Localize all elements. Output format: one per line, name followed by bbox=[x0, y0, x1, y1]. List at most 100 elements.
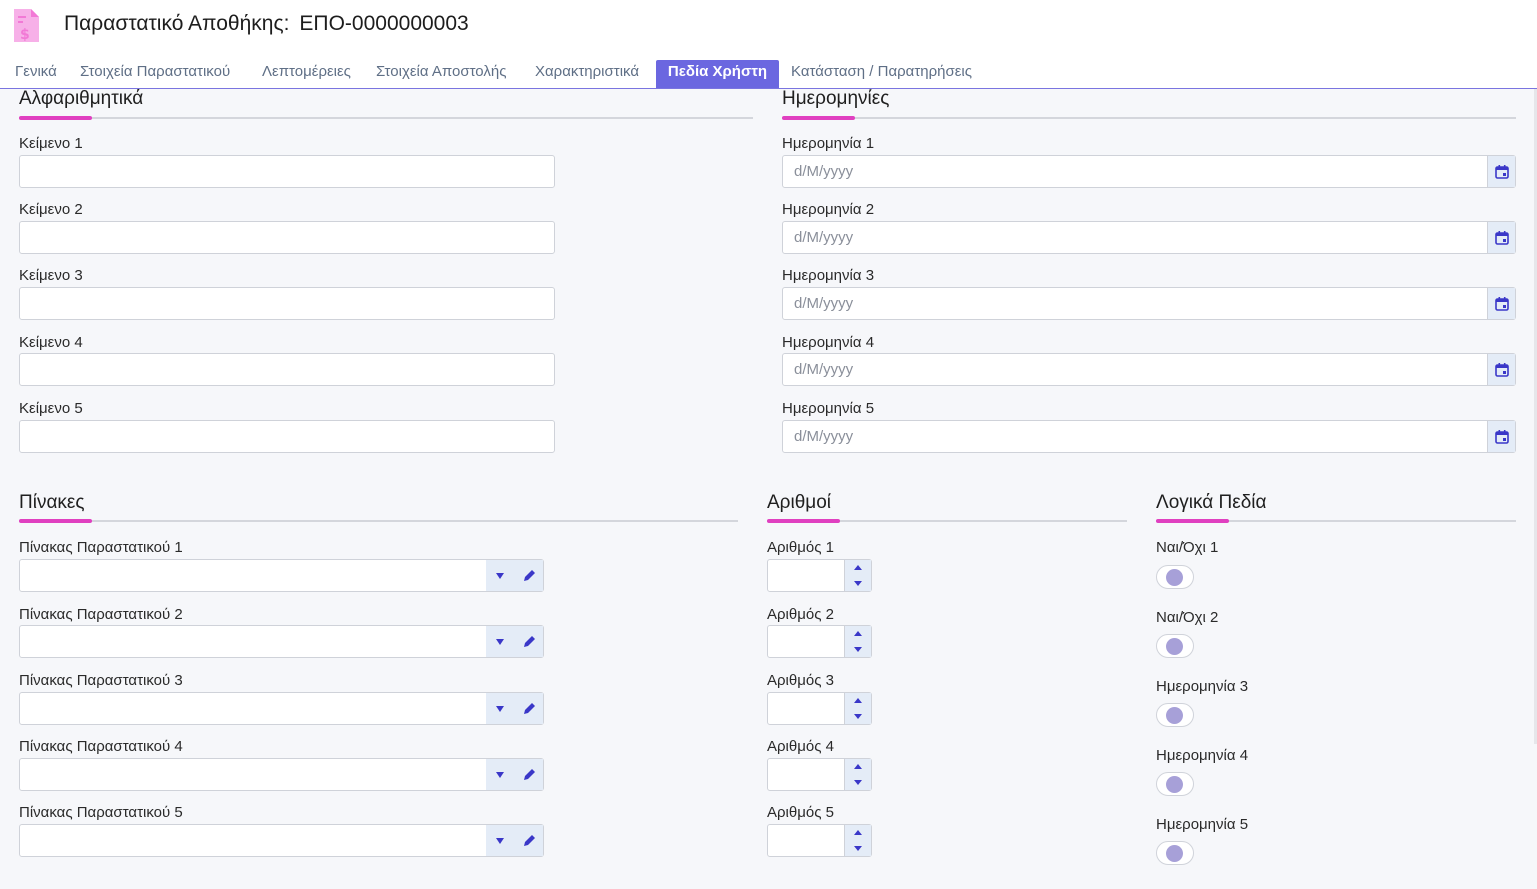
calendar-icon[interactable] bbox=[1487, 354, 1515, 385]
table-combo-3[interactable] bbox=[19, 692, 544, 725]
decrement-arrow-icon[interactable] bbox=[845, 841, 871, 856]
tab-bar: Γενικά Στοιχεία Παραστατικού Λεπτομέρειε… bbox=[0, 56, 1537, 89]
section-title-dates: Ημερομηνίες bbox=[782, 88, 890, 109]
section-divider bbox=[19, 116, 753, 120]
section-divider bbox=[19, 519, 738, 523]
field-label: Αριθμός 4 bbox=[767, 738, 834, 755]
date-placeholder: d/M/yyyy bbox=[794, 295, 854, 312]
tab-user-fields[interactable]: Πεδία Χρήστη bbox=[656, 60, 779, 88]
document-code: ΕΠΟ-0000000003 bbox=[299, 12, 469, 35]
tab-shipping-info[interactable]: Στοιχεία Αποστολής bbox=[376, 63, 507, 80]
toggle-switch-4[interactable] bbox=[1156, 772, 1194, 796]
section-divider bbox=[782, 116, 1516, 120]
decrement-arrow-icon[interactable] bbox=[845, 576, 871, 591]
field-label: Πίνακας Παραστατικού 2 bbox=[19, 606, 183, 623]
tab-status-notes[interactable]: Κατάσταση / Παρατηρήσεις bbox=[791, 63, 972, 80]
dropdown-arrow-icon[interactable] bbox=[486, 560, 515, 591]
page-header: $ Παραστατικό Αποθήκης: ΕΠΟ-0000000003 bbox=[0, 0, 1537, 56]
field-label: Κείμενο 1 bbox=[19, 135, 83, 152]
increment-arrow-icon[interactable] bbox=[845, 560, 871, 575]
field-label: Ναι/Όχι 1 bbox=[1156, 539, 1219, 556]
field-label: Πίνακας Παραστατικού 5 bbox=[19, 804, 183, 821]
table-combo-4[interactable] bbox=[19, 758, 544, 791]
dropdown-arrow-icon[interactable] bbox=[486, 626, 515, 657]
field-label: Αριθμός 3 bbox=[767, 672, 834, 689]
section-title-tables: Πίνακες bbox=[19, 492, 85, 513]
tab-characteristics[interactable]: Χαρακτηριστικά bbox=[535, 63, 640, 80]
tab-details[interactable]: Λεπτομέρειες bbox=[262, 63, 351, 80]
table-combo-5[interactable] bbox=[19, 824, 544, 857]
increment-arrow-icon[interactable] bbox=[845, 759, 871, 774]
scrollbar[interactable] bbox=[1534, 89, 1537, 744]
page-title: Παραστατικό Αποθήκης: ΕΠΟ-0000000003 bbox=[64, 12, 469, 36]
toggle-switch-5[interactable] bbox=[1156, 841, 1194, 865]
number-field-1[interactable] bbox=[767, 559, 872, 592]
section-title-alphanumeric: Αλφαριθμητικά bbox=[19, 88, 144, 109]
text-field-4[interactable] bbox=[19, 353, 555, 386]
decrement-arrow-icon[interactable] bbox=[845, 642, 871, 657]
text-field-1[interactable] bbox=[19, 155, 555, 188]
calendar-icon[interactable] bbox=[1487, 156, 1515, 187]
edit-pencil-icon[interactable] bbox=[515, 560, 544, 591]
field-label: Αριθμός 2 bbox=[767, 606, 834, 623]
field-label: Ημερομηνία 3 bbox=[782, 267, 875, 284]
calendar-icon[interactable] bbox=[1487, 421, 1515, 452]
dropdown-arrow-icon[interactable] bbox=[486, 759, 515, 790]
field-label: Πίνακας Παραστατικού 4 bbox=[19, 738, 183, 755]
field-label: Κείμενο 3 bbox=[19, 267, 83, 284]
date-field-2[interactable]: d/M/yyyy bbox=[782, 221, 1516, 254]
text-field-5[interactable] bbox=[19, 420, 555, 453]
date-placeholder: d/M/yyyy bbox=[794, 361, 854, 378]
section-title-booleans: Λογικά Πεδία bbox=[1156, 492, 1267, 513]
toggle-switch-3[interactable] bbox=[1156, 703, 1194, 727]
text-field-3[interactable] bbox=[19, 287, 555, 320]
toggle-switch-1[interactable] bbox=[1156, 565, 1194, 589]
field-label: Κείμενο 5 bbox=[19, 400, 83, 417]
table-combo-2[interactable] bbox=[19, 625, 544, 658]
field-label: Πίνακας Παραστατικού 3 bbox=[19, 672, 183, 689]
increment-arrow-icon[interactable] bbox=[845, 825, 871, 840]
edit-pencil-icon[interactable] bbox=[515, 626, 544, 657]
date-field-1[interactable]: d/M/yyyy bbox=[782, 155, 1516, 188]
date-field-3[interactable]: d/M/yyyy bbox=[782, 287, 1516, 320]
field-label: Πίνακας Παραστατικού 1 bbox=[19, 539, 183, 556]
decrement-arrow-icon[interactable] bbox=[845, 775, 871, 790]
field-label: Ημερομηνία 1 bbox=[782, 135, 875, 152]
calendar-icon[interactable] bbox=[1487, 222, 1515, 253]
page-title-label: Παραστατικό Αποθήκης: bbox=[64, 12, 290, 35]
table-combo-1[interactable] bbox=[19, 559, 544, 592]
field-label: Ναι/Όχι 2 bbox=[1156, 609, 1219, 626]
date-field-4[interactable]: d/M/yyyy bbox=[782, 353, 1516, 386]
number-field-4[interactable] bbox=[767, 758, 872, 791]
edit-pencil-icon[interactable] bbox=[515, 759, 544, 790]
date-field-5[interactable]: d/M/yyyy bbox=[782, 420, 1516, 453]
decrement-arrow-icon[interactable] bbox=[845, 709, 871, 724]
field-label: Κείμενο 2 bbox=[19, 201, 83, 218]
field-label: Κείμενο 4 bbox=[19, 334, 83, 351]
tab-document-info[interactable]: Στοιχεία Παραστατικού bbox=[80, 63, 231, 80]
date-placeholder: d/M/yyyy bbox=[794, 229, 854, 246]
field-label: Αριθμός 5 bbox=[767, 804, 834, 821]
svg-text:$: $ bbox=[20, 27, 30, 43]
edit-pencil-icon[interactable] bbox=[515, 693, 544, 724]
text-field-2[interactable] bbox=[19, 221, 555, 254]
calendar-icon[interactable] bbox=[1487, 288, 1515, 319]
date-placeholder: d/M/yyyy bbox=[794, 163, 854, 180]
section-divider bbox=[1156, 519, 1516, 523]
section-divider bbox=[767, 519, 1127, 523]
tab-general[interactable]: Γενικά bbox=[15, 63, 57, 80]
dropdown-arrow-icon[interactable] bbox=[486, 693, 515, 724]
increment-arrow-icon[interactable] bbox=[845, 693, 871, 708]
document-dollar-icon: $ bbox=[14, 9, 39, 43]
field-label: Ημερομηνία 3 bbox=[1156, 678, 1249, 695]
number-field-5[interactable] bbox=[767, 824, 872, 857]
number-field-2[interactable] bbox=[767, 625, 872, 658]
toggle-switch-2[interactable] bbox=[1156, 634, 1194, 658]
section-title-numbers: Αριθμοί bbox=[767, 492, 832, 513]
field-label: Ημερομηνία 4 bbox=[1156, 747, 1249, 764]
field-label: Ημερομηνία 4 bbox=[782, 334, 875, 351]
edit-pencil-icon[interactable] bbox=[515, 825, 544, 856]
dropdown-arrow-icon[interactable] bbox=[486, 825, 515, 856]
number-field-3[interactable] bbox=[767, 692, 872, 725]
increment-arrow-icon[interactable] bbox=[845, 626, 871, 641]
